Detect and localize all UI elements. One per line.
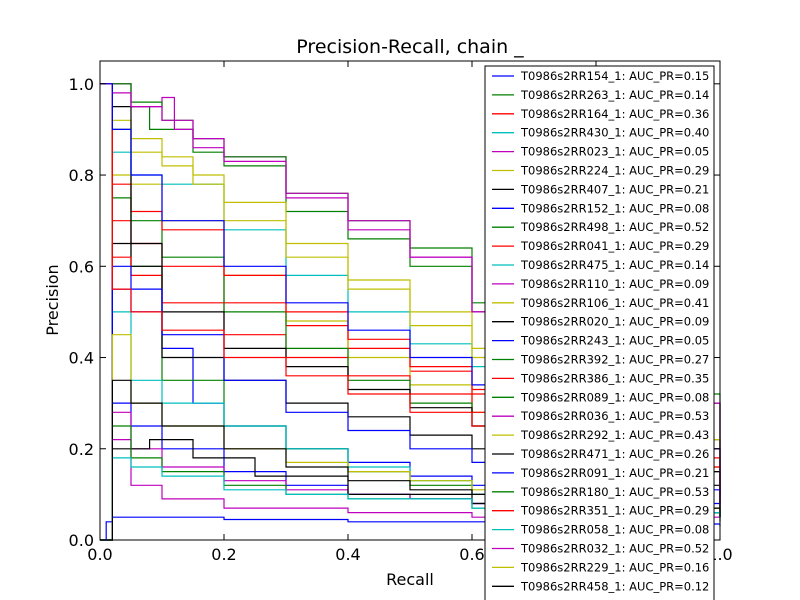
legend-label-14: T0986s2RR020_1: AUC_PR=0.09 [520, 315, 709, 329]
legend-label-26: T0986s2RR032_1: AUC_PR=0.52 [520, 542, 709, 556]
legend-label-21: T0986s2RR471_1: AUC_PR=0.26 [520, 447, 709, 461]
legend-label-5: T0986s2RR023_1: AUC_PR=0.05 [520, 145, 709, 159]
legend-label-17: T0986s2RR386_1: AUC_PR=0.35 [520, 371, 709, 385]
legend-label-6: T0986s2RR224_1: AUC_PR=0.29 [520, 164, 709, 178]
legend-label-1: T0986s2RR154_1: AUC_PR=0.15 [520, 69, 709, 83]
legend-label-4: T0986s2RR430_1: AUC_PR=0.40 [520, 126, 709, 140]
legend-label-20: T0986s2RR292_1: AUC_PR=0.43 [520, 428, 709, 442]
legend-label-10: T0986s2RR041_1: AUC_PR=0.29 [520, 239, 709, 253]
legend-box [484, 65, 715, 600]
legend-label-25: T0986s2RR058_1: AUC_PR=0.08 [520, 523, 709, 537]
legend-label-29: T0986s2RR001_1: AUC_PR=0.40 [520, 598, 709, 600]
y-tick-label: 1.0 [69, 75, 94, 94]
legend: T0986s2RR154_1: AUC_PR=0.15 T0986s2RR263_… [484, 65, 715, 600]
y-tick-label: 0.6 [69, 257, 94, 276]
legend-label-19: T0986s2RR036_1: AUC_PR=0.53 [520, 409, 709, 423]
y-tick-label: 0.0 [69, 531, 94, 550]
legend-label-24: T0986s2RR351_1: AUC_PR=0.29 [520, 504, 709, 518]
legend-label-8: T0986s2RR152_1: AUC_PR=0.08 [520, 201, 709, 215]
legend-label-22: T0986s2RR091_1: AUC_PR=0.21 [520, 466, 709, 480]
y-tick-label: 0.2 [69, 440, 94, 459]
legend-label-3: T0986s2RR164_1: AUC_PR=0.36 [520, 107, 709, 121]
x-tick-label: 0.6 [459, 545, 484, 564]
y-tick-label: 0.4 [69, 349, 94, 368]
y-tick-label: 0.8 [69, 166, 94, 185]
x-tick-label: 0.2 [211, 545, 236, 564]
legend-label-7: T0986s2RR407_1: AUC_PR=0.21 [520, 182, 709, 196]
legend-label-12: T0986s2RR110_1: AUC_PR=0.09 [520, 277, 709, 291]
x-axis-label: Recall [386, 570, 434, 589]
legend-label-15: T0986s2RR243_1: AUC_PR=0.05 [520, 334, 709, 348]
axes-frame [99, 60, 721, 541]
legend-label-11: T0986s2RR475_1: AUC_PR=0.14 [520, 258, 709, 272]
legend-label-13: T0986s2RR106_1: AUC_PR=0.41 [520, 296, 709, 310]
legend-label-27: T0986s2RR229_1: AUC_PR=0.16 [520, 560, 709, 574]
x-tick-label: 0.0 [87, 545, 112, 564]
legend-label-9: T0986s2RR498_1: AUC_PR=0.52 [520, 220, 709, 234]
legend-label-2: T0986s2RR263_1: AUC_PR=0.14 [520, 88, 709, 102]
legend-label-18: T0986s2RR089_1: AUC_PR=0.08 [520, 390, 709, 404]
x-tick-label: 0.4 [335, 545, 360, 564]
legend-label-28: T0986s2RR458_1: AUC_PR=0.12 [520, 579, 709, 593]
legend-label-23: T0986s2RR180_1: AUC_PR=0.53 [520, 485, 709, 499]
legend-label-16: T0986s2RR392_1: AUC_PR=0.27 [520, 353, 709, 367]
y-axis-label: Precision [43, 264, 62, 335]
chart-title: Precision-Recall, chain _ [296, 36, 524, 58]
